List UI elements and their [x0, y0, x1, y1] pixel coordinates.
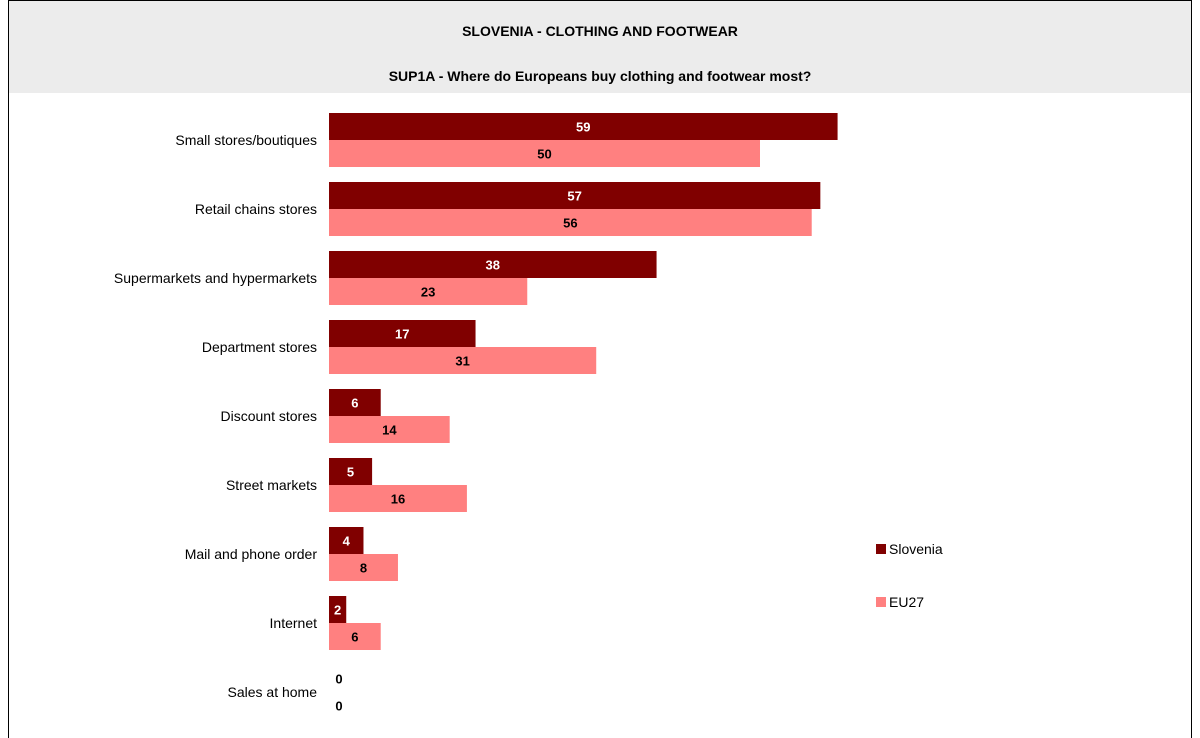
chart-title: SLOVENIA - CLOTHING AND FOOTWEAR: [462, 23, 738, 39]
data-label-eu27: 6: [351, 630, 358, 645]
legend-item-eu27: EU27: [876, 594, 924, 610]
data-label-slovenia: 38: [486, 258, 500, 273]
bar-eu27: [329, 209, 812, 236]
bar-eu27: [329, 623, 381, 650]
category-label: Retail chains stores: [195, 201, 317, 217]
bar-eu27: [329, 485, 467, 512]
legend-item-slovenia: Slovenia: [876, 541, 943, 557]
data-label-eu27: 16: [391, 492, 405, 507]
bar-slovenia: [329, 182, 821, 209]
legend-swatch-eu27: [876, 597, 886, 607]
data-label-eu27: 23: [421, 285, 435, 300]
bar-eu27: [329, 554, 398, 581]
data-label-slovenia: 4: [343, 534, 351, 549]
category-label: Department stores: [202, 339, 317, 355]
chart-header: SLOVENIA - CLOTHING AND FOOTWEAR SUP1A -…: [9, 1, 1191, 93]
category-label: Supermarkets and hypermarkets: [114, 270, 317, 286]
bar-slovenia: [329, 389, 381, 416]
data-label-slovenia: 6: [351, 396, 358, 411]
category-label: Small stores/boutiques: [175, 132, 317, 148]
data-label-eu27: 56: [563, 216, 577, 231]
data-label-slovenia: 17: [395, 327, 409, 342]
bar-slovenia: [329, 113, 838, 140]
data-label-eu27: 8: [360, 561, 367, 576]
data-label-eu27: 50: [537, 147, 551, 162]
category-label: Mail and phone order: [185, 546, 318, 562]
data-label-slovenia: 59: [576, 120, 590, 135]
bar-eu27: [329, 140, 760, 167]
chart-frame: [8, 0, 1192, 738]
data-label-slovenia: 5: [347, 465, 354, 480]
category-label: Discount stores: [221, 408, 317, 424]
data-label-eu27: 31: [455, 354, 469, 369]
data-label-slovenia: 0: [335, 672, 342, 687]
legend-label-eu27: EU27: [889, 594, 925, 610]
data-label-slovenia: 57: [567, 189, 581, 204]
bar-eu27: [329, 278, 528, 305]
data-label-slovenia: 2: [334, 603, 341, 618]
bar-eu27: [329, 347, 597, 374]
bar-slovenia: [329, 251, 657, 278]
bar-slovenia: [329, 596, 347, 623]
legend-swatch-slovenia: [876, 544, 886, 554]
data-label-eu27: 14: [382, 423, 397, 438]
legend-label-slovenia: Slovenia: [889, 541, 943, 557]
bar-slovenia: [329, 320, 476, 347]
category-label: Sales at home: [228, 684, 318, 700]
data-label-eu27: 0: [335, 699, 342, 714]
bar-eu27: [329, 416, 450, 443]
category-label: Street markets: [226, 477, 317, 493]
bar-slovenia: [329, 527, 364, 554]
chart-subtitle: SUP1A - Where do Europeans buy clothing …: [388, 68, 812, 84]
category-label: Internet: [270, 615, 318, 631]
bar-slovenia: [329, 458, 373, 485]
